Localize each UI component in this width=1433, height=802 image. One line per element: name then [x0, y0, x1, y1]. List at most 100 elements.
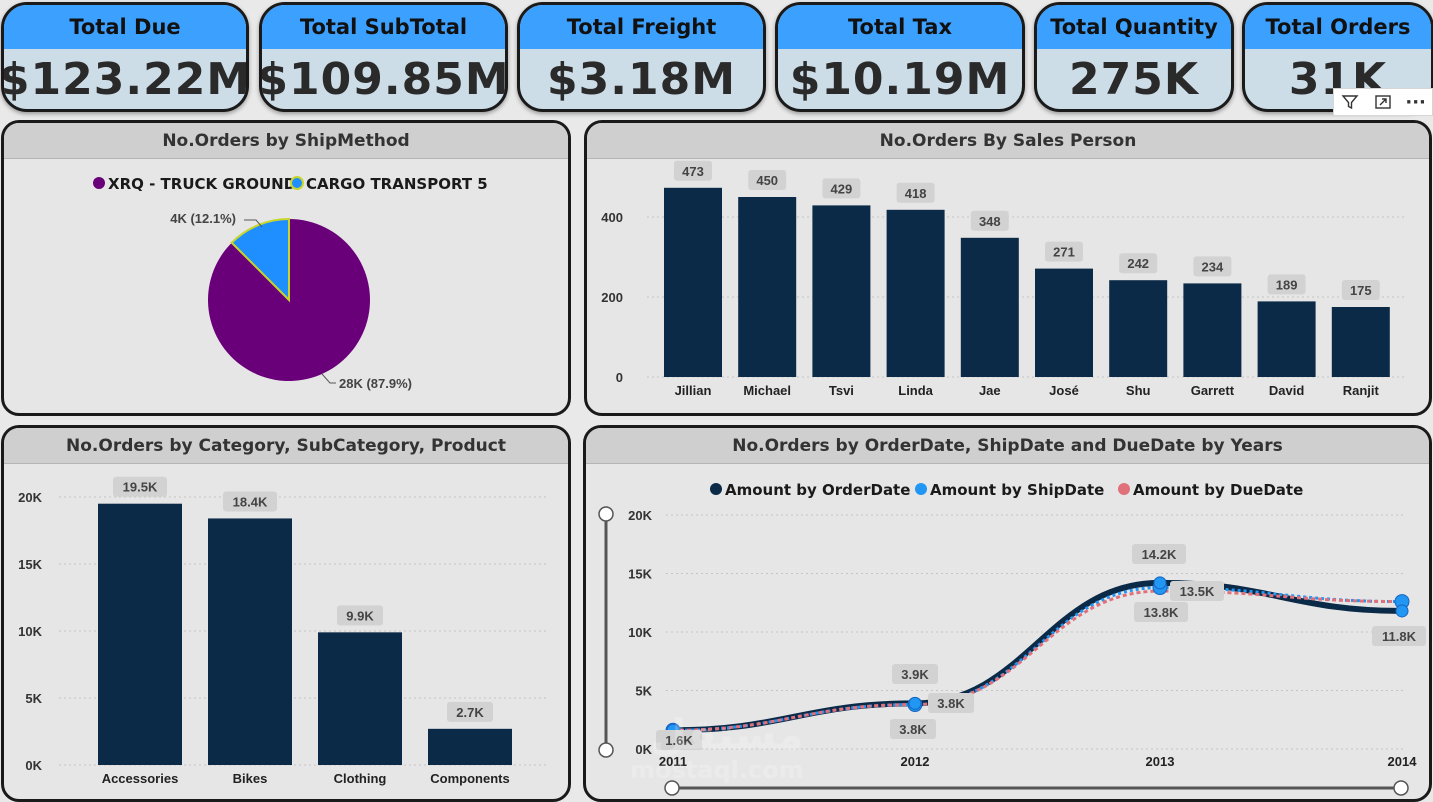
series-line [672, 579, 1403, 734]
data-label: 13.8K [1144, 605, 1179, 620]
legend-marker [93, 177, 105, 189]
data-label: 18.4K [233, 494, 268, 509]
y-tick-label: 0 [616, 370, 623, 385]
kpi-value: $3.18M [547, 53, 736, 105]
legend-label: Amount by ShipDate [930, 481, 1104, 499]
series-point [1153, 576, 1167, 590]
more-options-icon[interactable]: ··· [1405, 91, 1426, 113]
data-label: 271 [1053, 245, 1075, 260]
x-tick-label: Jillian [675, 383, 712, 398]
category-bar-chart: 0K 5K 10K 15K 20K 19.5K Accessories 18.4K Bikes 9… [18, 476, 549, 786]
bar [664, 187, 722, 377]
y-tick-label: 5K [25, 691, 42, 706]
data-label-bg [822, 178, 861, 199]
series-line [672, 589, 1403, 732]
legend-marker [915, 483, 927, 495]
data-label-bg [1132, 544, 1186, 564]
x-range-slider-handle [664, 780, 680, 796]
data-label: 19.5K [123, 480, 158, 495]
y-tick-label: 15K [18, 557, 42, 572]
data-label-bg [892, 664, 938, 684]
data-label-bg [447, 701, 493, 722]
kpi-value: $123.22M [1, 53, 249, 105]
kpi-card-total-freight[interactable]: Total Freight $3.18M [517, 2, 766, 112]
y-range-slider-handle [598, 742, 614, 758]
x-tick-label: 2012 [901, 754, 930, 769]
data-label-bg [1267, 274, 1306, 295]
series-line [672, 586, 1403, 732]
data-label: 189 [1276, 277, 1298, 292]
kpi-value: $10.19M [789, 53, 1011, 105]
filter-icon[interactable] [1338, 91, 1362, 113]
bar [318, 632, 402, 765]
data-label-bg [1170, 581, 1224, 601]
kpi-card-total-due[interactable]: Total Due $123.22M [1, 2, 249, 112]
kpi-card-total-tax[interactable]: Total Tax $10.19M [775, 2, 1025, 112]
data-label: 242 [1127, 256, 1149, 271]
data-label: 418 [905, 186, 927, 201]
x-tick-label: Accessories [102, 771, 179, 786]
data-label-bg [890, 719, 936, 739]
kpi-title: Total Orders [1245, 5, 1431, 49]
data-label: 429 [831, 181, 853, 196]
x-tick-label: Shu [1126, 383, 1151, 398]
panel-category: No.Orders by Category, SubCategory, Prod… [1, 425, 571, 802]
kpi-card-total-quantity[interactable]: Total Quantity 275K [1034, 2, 1234, 112]
bar [1331, 307, 1390, 377]
legend-label: Amount by OrderDate [725, 481, 910, 499]
kpi-card-total-subtotal[interactable]: Total SubTotal $109.85M [259, 2, 508, 112]
bar [812, 205, 871, 377]
x-tick-label: Ranjit [1343, 383, 1380, 398]
data-label-bg [1341, 280, 1380, 300]
data-label: 473 [682, 164, 704, 179]
focus-mode-icon[interactable] [1371, 91, 1395, 113]
data-label-bg [970, 210, 1009, 231]
panel-sales-person: No.Orders By Sales Person 0 200 400 473 Jill… [584, 120, 1432, 416]
data-label-bg [337, 605, 383, 626]
data-label: 11.8K [1382, 629, 1417, 644]
legend-label: XRQ - TRUCK GROUND [108, 175, 296, 193]
x-tick-label: José [1049, 383, 1079, 398]
x-tick-label: Jae [979, 383, 1001, 398]
kpi-title: Total Tax [778, 5, 1022, 49]
bar [960, 237, 1019, 377]
data-label: 3.9K [901, 667, 929, 682]
y-tick-label: 400 [601, 210, 623, 225]
legend-label: CARGO TRANSPORT 5 [306, 175, 488, 193]
y-tick-label: 0K [25, 758, 42, 773]
sales-person-bar-chart: 0 200 400 473 Jillian 450 Michael 429 Tsvi 418 Lin… [601, 160, 1405, 398]
data-label: 348 [979, 214, 1001, 229]
y-tick-label: 10K [18, 624, 42, 639]
y-tick-label: 10K [628, 625, 652, 640]
leader-line [244, 219, 263, 228]
data-label-bg [656, 730, 702, 750]
x-tick-label: Clothing [334, 771, 387, 786]
y-tick-label: 20K [18, 490, 42, 505]
dates-line-chart: Amount by OrderDate Amount by ShipDate Amo… [598, 481, 1426, 796]
kpi-card-total-orders[interactable]: Total Orders 31K [1242, 2, 1433, 112]
data-label: 2.7K [456, 705, 484, 720]
kpi-value: 275K [1069, 53, 1199, 105]
kpi-title: Total Due [4, 5, 246, 49]
bar [208, 518, 292, 765]
data-label-bg [1193, 256, 1232, 277]
y-tick-label: 5K [635, 684, 652, 699]
bar [1109, 280, 1168, 377]
data-label-bg [1372, 626, 1426, 646]
bar [886, 209, 945, 377]
data-label: 9.9K [346, 608, 374, 623]
data-label-bg [896, 182, 935, 203]
series-point [908, 696, 922, 710]
x-tick-label: Michael [743, 383, 791, 398]
leader-line [321, 373, 336, 384]
bar [1035, 268, 1093, 377]
kpi-value: $109.85M [259, 53, 508, 105]
bar [428, 728, 512, 765]
data-label: 14.2K [1142, 547, 1177, 562]
x-tick-label: Linda [898, 383, 933, 398]
data-label: 450 [756, 173, 778, 188]
data-label-bg [1045, 241, 1083, 262]
panel-title: No.Orders by Category, SubCategory, Prod… [4, 428, 568, 464]
panel-dates: No.Orders by OrderDate, ShipDate and Due… [583, 425, 1432, 802]
x-tick-label: Tsvi [829, 383, 854, 398]
